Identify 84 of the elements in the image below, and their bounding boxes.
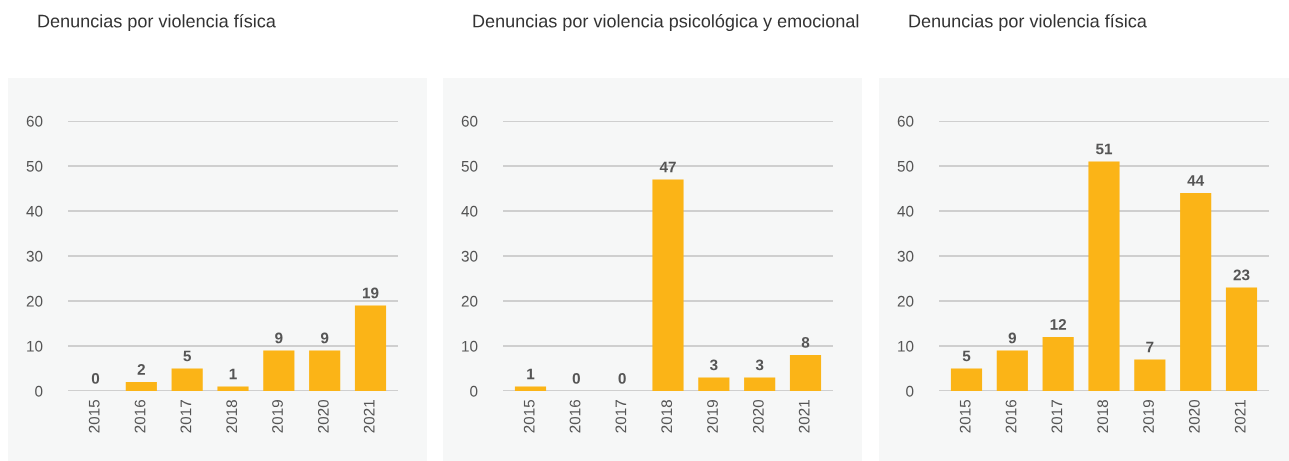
data-label: 23	[1233, 269, 1250, 281]
y-tick-label: 0	[906, 385, 914, 397]
bar	[652, 179, 684, 391]
x-tick-label: 2015	[88, 399, 100, 433]
x-tick-label: 2021	[798, 400, 810, 433]
y-tick-label: 10	[27, 340, 43, 352]
x-tick-label: 2019	[272, 400, 283, 433]
data-label: 19	[362, 287, 379, 299]
y-tick-label: 40	[897, 205, 914, 217]
y-tick-label: 20	[897, 295, 914, 307]
y-tick-label: 50	[26, 160, 43, 172]
bar	[996, 350, 1028, 391]
y-tick-label: 50	[461, 160, 478, 172]
x-tick-label: 2017	[1051, 400, 1063, 433]
x-tick-label: 2019	[1143, 400, 1154, 433]
y-tick-label: 10	[462, 340, 478, 352]
y-tick-label: 20	[461, 295, 478, 307]
data-label: 0	[91, 372, 100, 384]
data-label: 9	[320, 332, 329, 344]
x-tick-label: 2017	[180, 400, 192, 433]
x-tick-label: 2018	[1097, 399, 1109, 433]
y-tick-label: 60	[461, 115, 478, 127]
chart-title: Denuncias por violencia psicológica y emocional	[473, 14, 859, 32]
bar	[789, 355, 822, 391]
y-tick-label: 50	[897, 160, 914, 172]
bar	[514, 386, 547, 391]
x-tick-label: 2021	[1234, 400, 1246, 433]
data-label: 5	[962, 350, 971, 362]
data-label: 1	[229, 368, 237, 380]
y-tick-label: 30	[461, 250, 478, 262]
y-tick-label: 30	[897, 250, 914, 262]
y-tick-label: 60	[26, 115, 43, 127]
data-label: 0	[618, 372, 626, 384]
y-tick-label: 40	[26, 205, 43, 217]
x-tick-label: 2019	[707, 400, 718, 433]
bar	[263, 350, 295, 391]
data-label: 7	[1146, 341, 1154, 353]
bar	[1225, 287, 1258, 391]
y-tick-label: 30	[26, 250, 43, 262]
bar	[1088, 161, 1120, 391]
x-tick-label: 2016	[1005, 400, 1017, 433]
chart-title: Denuncias por violencia física	[38, 14, 276, 32]
data-label: 0	[572, 372, 580, 384]
data-label: 51	[1095, 143, 1113, 155]
bar	[171, 368, 203, 391]
x-tick-label: 2021	[363, 400, 375, 433]
bar	[744, 377, 776, 391]
y-tick-label: 60	[897, 115, 914, 127]
chart-title: Denuncias por violencia física	[909, 14, 1147, 32]
x-tick-label: 2017	[615, 400, 627, 433]
bar	[125, 382, 157, 391]
bar	[1042, 337, 1074, 391]
bar	[309, 350, 341, 391]
data-label: 3	[755, 359, 764, 371]
data-label: 12	[1050, 318, 1067, 330]
y-tick-label: 0	[470, 385, 478, 397]
data-label: 2	[137, 363, 145, 375]
data-label: 9	[275, 332, 283, 344]
y-tick-label: 40	[461, 205, 478, 217]
x-tick-label: 2016	[569, 400, 581, 433]
x-tick-label: 2018	[661, 399, 673, 433]
bar	[354, 305, 387, 391]
x-tick-label: 2015	[523, 399, 535, 433]
bar	[1134, 359, 1166, 391]
x-tick-label: 2020	[1188, 399, 1200, 433]
y-tick-label: 20	[26, 295, 43, 307]
data-label: 9	[1008, 332, 1017, 344]
x-tick-label: 2016	[134, 400, 146, 433]
bar	[1180, 193, 1212, 391]
bar	[950, 368, 983, 391]
bar	[217, 386, 249, 391]
y-tick-label: 0	[35, 385, 43, 397]
x-tick-label: 2015	[959, 399, 971, 433]
bar	[698, 377, 730, 391]
x-tick-label: 2020	[752, 399, 764, 433]
data-label: 1	[527, 368, 535, 380]
data-label: 3	[709, 359, 718, 371]
y-tick-label: 10	[898, 340, 914, 352]
data-label: 8	[801, 336, 810, 348]
x-tick-label: 2018	[226, 399, 238, 433]
data-label: 47	[659, 161, 676, 173]
x-tick-label: 2020	[317, 399, 329, 433]
data-label: 44	[1187, 175, 1205, 186]
data-label: 5	[183, 350, 191, 362]
